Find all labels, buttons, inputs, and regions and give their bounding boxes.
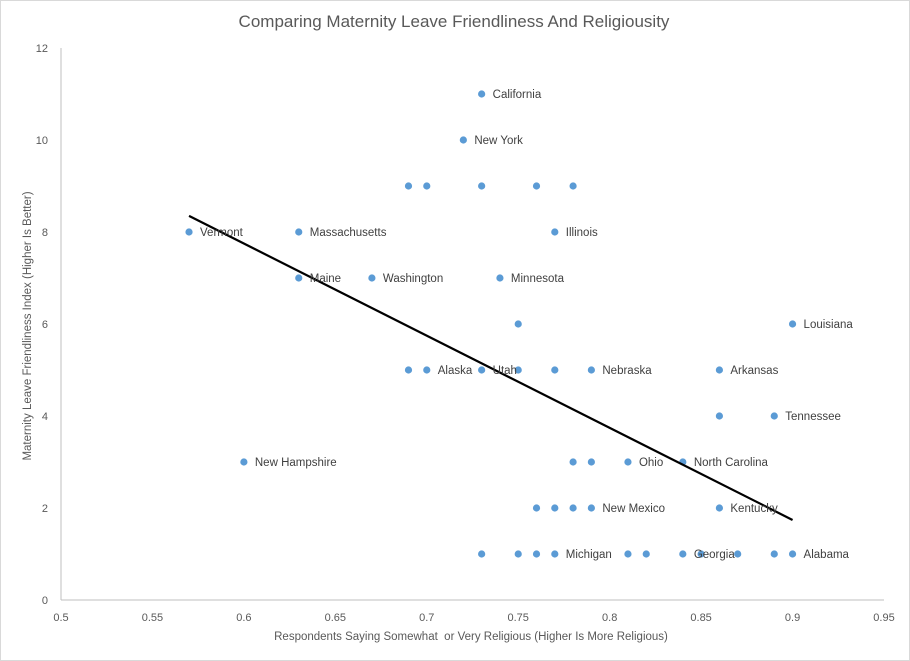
data-label: New York bbox=[474, 135, 523, 147]
data-point[interactable] bbox=[496, 274, 504, 282]
y-tick-label: 0 bbox=[42, 595, 48, 607]
y-tick-label: 2 bbox=[42, 503, 48, 515]
data-point[interactable] bbox=[642, 550, 650, 558]
data-label: Washington bbox=[383, 273, 443, 285]
x-tick-label: 0.75 bbox=[508, 612, 529, 624]
data-point[interactable] bbox=[624, 458, 632, 466]
data-point[interactable] bbox=[679, 550, 687, 558]
data-point[interactable] bbox=[587, 458, 595, 466]
data-point[interactable] bbox=[551, 366, 559, 374]
data-label: Utah bbox=[493, 365, 517, 377]
data-point[interactable] bbox=[788, 550, 797, 558]
data-label: North Carolina bbox=[694, 457, 769, 469]
data-point[interactable] bbox=[569, 458, 577, 466]
data-point[interactable] bbox=[240, 458, 248, 466]
data-label: Vermont bbox=[200, 227, 244, 239]
y-tick-label: 12 bbox=[36, 43, 48, 55]
y-tick-label: 6 bbox=[42, 319, 48, 331]
data-point[interactable] bbox=[368, 274, 376, 282]
data-label: Minnesota bbox=[511, 273, 565, 285]
trendline bbox=[188, 214, 794, 521]
data-point[interactable] bbox=[715, 412, 724, 420]
data-labels: California New York Vermont Massachusetts Il… bbox=[200, 89, 853, 561]
x-tick-label: 0.8 bbox=[602, 612, 617, 624]
data-point[interactable] bbox=[404, 366, 413, 374]
x-axis-title: Respondents Saying Somewhat or Very Reli… bbox=[274, 631, 668, 643]
data-point[interactable] bbox=[697, 550, 705, 558]
data-point[interactable] bbox=[551, 550, 559, 558]
x-tick-label: 0.55 bbox=[142, 612, 163, 624]
data-point[interactable] bbox=[569, 504, 577, 512]
data-point[interactable] bbox=[770, 550, 778, 558]
x-tick-labels: 0.5 0.55 0.6 0.65 0.7 0.75 0.8 0.85 0.9 0.95 bbox=[53, 612, 894, 624]
data-point[interactable] bbox=[551, 228, 559, 236]
data-point[interactable] bbox=[478, 366, 486, 374]
data-point[interactable] bbox=[478, 550, 486, 558]
data-label: Georgia bbox=[694, 549, 736, 561]
data-label: Ohio bbox=[639, 457, 663, 469]
data-point[interactable] bbox=[715, 366, 724, 374]
data-point[interactable] bbox=[423, 182, 431, 190]
data-label: New Mexico bbox=[602, 503, 665, 515]
data-label: California bbox=[493, 89, 542, 101]
data-point[interactable] bbox=[295, 274, 303, 282]
data-label: Massachusetts bbox=[310, 227, 387, 239]
x-tick-label: 0.65 bbox=[325, 612, 346, 624]
x-tick-label: 0.95 bbox=[873, 612, 894, 624]
y-tick-labels: 0 2 4 6 8 10 12 bbox=[36, 43, 48, 607]
data-point[interactable] bbox=[514, 366, 522, 374]
trendline-group bbox=[188, 214, 794, 521]
data-label: Nebraska bbox=[602, 365, 652, 377]
data-point[interactable] bbox=[404, 182, 413, 190]
data-label: Kentucky bbox=[730, 503, 778, 515]
data-point[interactable] bbox=[715, 504, 724, 512]
x-tick-label: 0.5 bbox=[53, 612, 68, 624]
data-point[interactable] bbox=[514, 320, 522, 328]
x-tick-label: 0.7 bbox=[419, 612, 434, 624]
data-point[interactable] bbox=[587, 504, 595, 512]
data-label: Michigan bbox=[566, 549, 612, 561]
data-point[interactable] bbox=[770, 412, 778, 420]
data-label: Alabama bbox=[804, 549, 850, 561]
chart-title: Comparing Maternity Leave Friendliness A… bbox=[239, 12, 670, 31]
data-label: Illinois bbox=[566, 227, 598, 239]
data-point[interactable] bbox=[478, 182, 486, 190]
data-point[interactable] bbox=[587, 366, 595, 374]
data-label: New Hampshire bbox=[255, 457, 337, 469]
data-label: Arkansas bbox=[730, 365, 778, 377]
data-point[interactable] bbox=[478, 90, 486, 98]
data-label: Tennessee bbox=[785, 411, 841, 423]
y-tick-label: 4 bbox=[42, 411, 48, 423]
data-point[interactable] bbox=[788, 320, 797, 328]
y-tick-label: 10 bbox=[36, 135, 48, 147]
data-point[interactable] bbox=[532, 182, 541, 190]
data-point[interactable] bbox=[532, 550, 541, 558]
data-label: Alaska bbox=[438, 365, 473, 377]
x-tick-label: 0.6 bbox=[236, 612, 251, 624]
data-label: Maine bbox=[310, 273, 341, 285]
data-label: Louisiana bbox=[804, 319, 854, 331]
data-point[interactable] bbox=[624, 550, 632, 558]
data-point[interactable] bbox=[734, 550, 742, 558]
data-point[interactable] bbox=[185, 228, 193, 236]
data-point[interactable] bbox=[514, 550, 522, 558]
data-points bbox=[185, 90, 797, 558]
x-tick-label: 0.85 bbox=[690, 612, 711, 624]
data-point[interactable] bbox=[459, 136, 467, 144]
y-axis-title: Maternity Leave Friendliness Index (High… bbox=[22, 191, 34, 460]
data-point[interactable] bbox=[532, 504, 541, 512]
x-tick-label: 0.9 bbox=[785, 612, 800, 624]
data-point[interactable] bbox=[295, 228, 303, 236]
data-point[interactable] bbox=[569, 182, 577, 190]
data-point[interactable] bbox=[423, 366, 431, 374]
y-tick-label: 8 bbox=[42, 227, 48, 239]
data-point[interactable] bbox=[551, 504, 559, 512]
